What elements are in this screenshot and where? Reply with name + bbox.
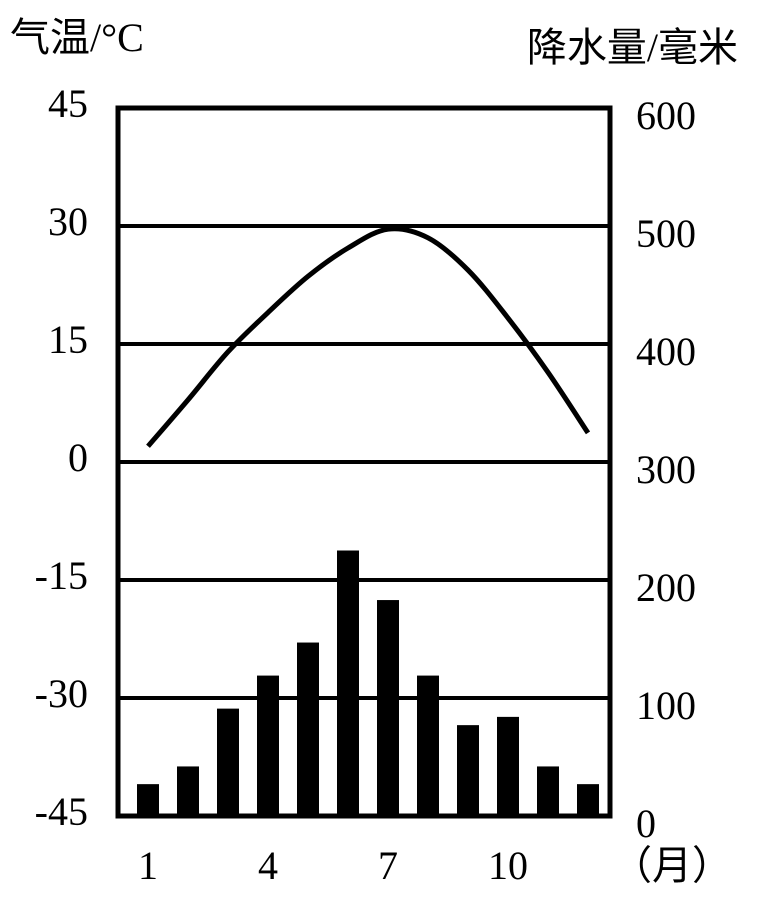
y-axis-title: 气温/°C: [10, 15, 144, 60]
temperature-line: [146, 226, 591, 448]
y2-tick-label: 100: [636, 683, 696, 728]
x-tick-label: 7: [378, 843, 398, 888]
bar: [537, 766, 559, 816]
bar: [457, 725, 479, 816]
y2-tick-label: 200: [636, 565, 696, 610]
x-unit-label: （月）: [612, 843, 732, 888]
bar: [497, 716, 519, 816]
y-tick-label: -30: [35, 671, 88, 716]
bar: [137, 784, 159, 816]
y2-tick-label: 600: [636, 93, 696, 138]
bar: [417, 675, 439, 816]
bar: [217, 708, 239, 816]
y2-tick-label: 400: [636, 329, 696, 374]
y-tick-label: -45: [35, 789, 88, 834]
x-tick-label: 4: [258, 843, 278, 888]
plot-frame: [115, 105, 613, 819]
y2-tick-label: 300: [636, 447, 696, 492]
y2-tick-label: 0: [636, 801, 656, 846]
y-tick-label: -15: [35, 553, 88, 598]
y2-axis-title: 降水量/毫米: [527, 25, 738, 70]
bar: [177, 766, 199, 816]
bar: [337, 550, 359, 816]
y-tick-label: 0: [68, 435, 88, 480]
bar: [377, 600, 399, 816]
y-tick-label: 45: [48, 81, 88, 126]
y-tick-label: 30: [48, 199, 88, 244]
y2-tick-label: 500: [636, 211, 696, 256]
x-tick-label: 1: [138, 843, 158, 888]
bar: [257, 675, 279, 816]
bar: [297, 642, 319, 816]
bar: [577, 784, 599, 816]
y-tick-label: 15: [48, 317, 88, 362]
x-tick-label: 10: [488, 843, 528, 888]
